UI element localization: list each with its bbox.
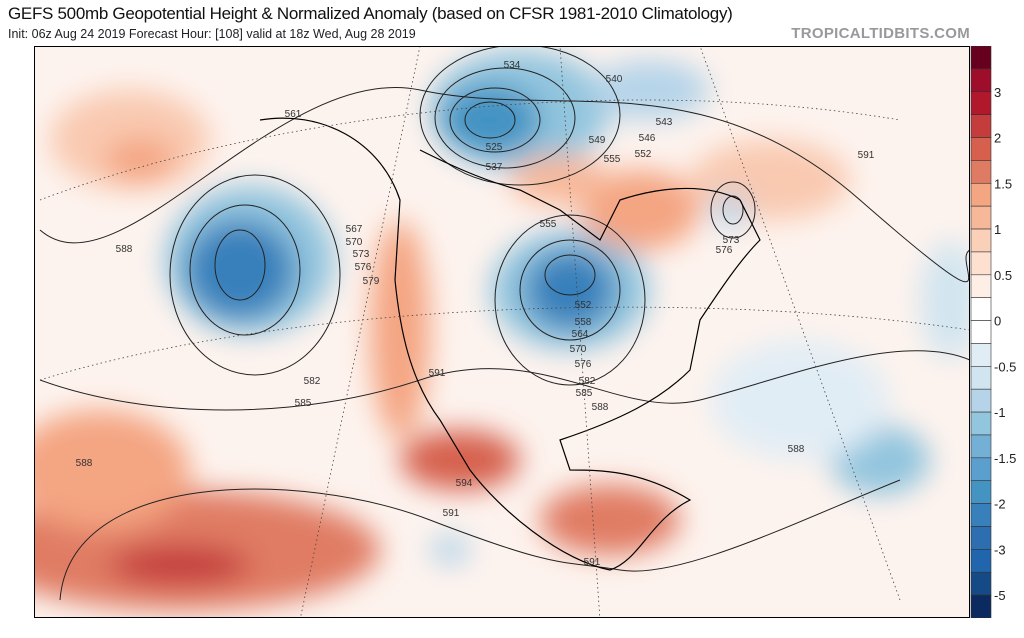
contour-label: 585 (295, 398, 312, 409)
contour-label: 564 (572, 329, 589, 340)
colorbar-tick-label: -1 (994, 405, 1006, 420)
anomaly-map: 5345405435465495525555255375615885675705… (34, 46, 970, 618)
contour-label: 549 (589, 135, 606, 146)
contour-label: 555 (604, 154, 621, 165)
colorbar-band (970, 46, 992, 70)
colorbar-band (970, 480, 992, 504)
colorbar-band (970, 251, 992, 276)
contour-label: 534 (504, 60, 521, 71)
colorbar-band (970, 366, 992, 390)
colorbar-band (970, 434, 992, 459)
colorbar-tick-label: -3 (994, 542, 1006, 557)
colorbar-band (970, 549, 992, 573)
contour-label: 588 (788, 444, 805, 455)
contour-label: 591 (584, 557, 601, 568)
contour-label: 576 (355, 262, 372, 273)
colorbar-tick-label: 3 (994, 85, 1001, 100)
contour-label: 594 (456, 478, 473, 489)
colorbar-band (970, 228, 992, 253)
colorbar-band (970, 503, 992, 527)
colorbar-band (970, 91, 992, 115)
colorbar-tick-label: -2 (994, 497, 1006, 512)
colorbar-band (970, 297, 992, 321)
colorbar-tick-label: 0 (994, 314, 1001, 329)
contour-label: 588 (116, 244, 133, 255)
contour-label: 573 (723, 235, 740, 246)
contour-label: 537 (486, 162, 503, 173)
contour-label: 582 (304, 376, 321, 387)
contour-label: 573 (353, 249, 370, 260)
colorbar-band (970, 205, 992, 230)
colorbar-band (970, 594, 992, 618)
contour-label: 588 (76, 458, 93, 469)
contour-label: 570 (346, 237, 363, 248)
height-contours (39, 46, 970, 601)
colorbar-tick-label: 0.5 (994, 268, 1012, 283)
colorbar-band (970, 274, 992, 298)
map-subtitle: Init: 06z Aug 24 2019 Forecast Hour: [10… (8, 27, 416, 41)
anomaly-shading (34, 50, 970, 610)
colorbar-tick-label: 1 (994, 222, 1001, 237)
colorbar-tick-label: -5 (994, 588, 1006, 603)
contour-label: 582 (579, 376, 596, 387)
contour-label: 552 (635, 149, 652, 160)
colorbar-tick-label: -1.5 (994, 451, 1016, 466)
colorbar-band (970, 182, 992, 207)
contour-label: 525 (486, 142, 503, 153)
lat-lon-grid (39, 46, 970, 618)
colorbar-band (970, 411, 992, 436)
contour-label: 552 (575, 300, 592, 311)
colorbar-tick-label: 1.5 (994, 176, 1012, 191)
contour-label: 555 (540, 219, 557, 230)
colorbar-band (970, 388, 992, 413)
contour-label: 579 (363, 276, 380, 287)
coastlines (259, 117, 761, 571)
contour-label: 591 (858, 150, 875, 161)
contour-label: 576 (716, 245, 733, 256)
contour-label: 558 (575, 317, 592, 328)
contour-label: 591 (429, 368, 446, 379)
colorbar-band (970, 571, 992, 596)
colorbar-band (970, 526, 992, 550)
colorbar-band (970, 457, 992, 482)
brand-logo-text: TROPICALTIDBITS.COM (791, 25, 970, 42)
contour-label: 567 (346, 224, 363, 235)
contour-label: 588 (592, 402, 609, 413)
contour-label: 576 (575, 359, 592, 370)
colorbar-band (970, 320, 992, 344)
contour-label: 543 (656, 117, 673, 128)
colorbar: 3 2 1.5 1 0.5 0 -0.5 -1 -1.5 -2 -3 -5 (970, 46, 1016, 618)
colorbar-tick-label: -0.5 (994, 359, 1016, 374)
contour-label: 540 (606, 74, 623, 85)
colorbar-band (970, 68, 992, 93)
contour-label: 585 (576, 388, 593, 399)
contour-label: 570 (570, 344, 587, 355)
contour-label: 546 (639, 133, 656, 144)
colorbar-band (970, 343, 992, 367)
contour-label: 591 (443, 508, 460, 519)
colorbar-band (970, 114, 992, 138)
colorbar-band (970, 160, 992, 184)
map-title: GEFS 500mb Geopotential Height & Normali… (8, 4, 733, 23)
colorbar-band (970, 137, 992, 161)
colorbar-tick-label: 2 (994, 131, 1001, 146)
contour-label: 561 (285, 109, 302, 120)
